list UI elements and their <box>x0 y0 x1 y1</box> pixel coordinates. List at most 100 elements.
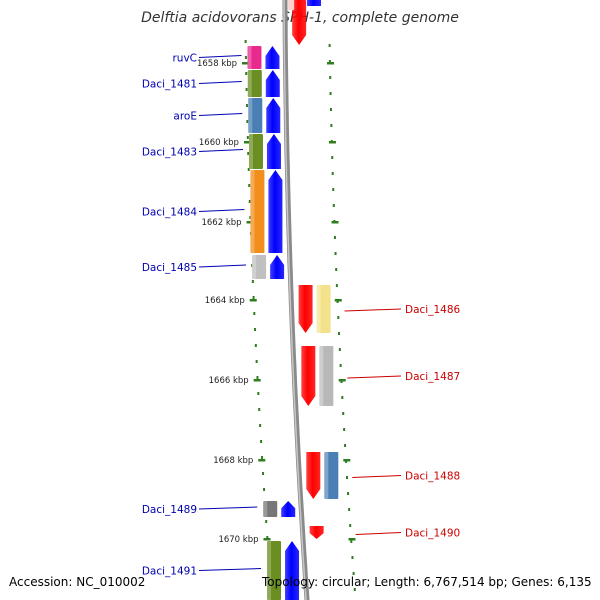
outer-tick-mark <box>327 62 335 65</box>
gene-label-daci-1483: Daci_1483 <box>142 147 197 159</box>
leader-line <box>198 209 245 212</box>
gene-box-shade <box>247 70 252 97</box>
outer-dot <box>329 76 332 79</box>
outer-dot <box>328 44 331 47</box>
tick-label: 1670 kbp <box>218 535 258 545</box>
leader-line <box>198 55 242 58</box>
outer-dot <box>334 252 337 255</box>
inner-dot <box>245 104 248 107</box>
outer-tick-mark <box>343 459 351 462</box>
outer-tick-mark <box>338 379 346 382</box>
genome-backbone <box>282 0 310 600</box>
gene-arrow-daci-1491 <box>285 541 300 600</box>
gene-box-shade <box>263 501 268 517</box>
leader-line <box>347 375 402 379</box>
outer-dot <box>352 572 355 575</box>
inner-dot <box>254 344 257 347</box>
inner-dot <box>245 72 248 75</box>
accession-text: Accession: NC_010002 <box>9 575 146 589</box>
gene-box-shade <box>316 285 321 333</box>
gene-box-daci-1481 <box>247 70 262 97</box>
backbone-highlight <box>283 0 307 600</box>
tick-label: 1664 kbp <box>205 296 245 306</box>
gene-features <box>247 0 339 600</box>
outer-dot <box>353 588 356 591</box>
tick-mark <box>242 62 250 65</box>
leader-line <box>198 81 242 84</box>
gene-arrow-daci-1486 <box>298 285 313 333</box>
gene-arrow-fragment <box>292 0 307 45</box>
gene-label-daci-1481: Daci_1481 <box>142 79 197 91</box>
leader-line <box>198 113 243 116</box>
inner-dot <box>244 40 247 43</box>
inner-dot <box>257 392 260 395</box>
gene-box-daci-1484 <box>250 170 265 253</box>
inner-dot <box>266 536 269 539</box>
tick-mark <box>253 379 261 382</box>
gene-label-daci-1484: Daci_1484 <box>142 207 198 219</box>
outer-dot <box>331 156 334 159</box>
gene-label-daci-1490: Daci_1490 <box>405 528 460 540</box>
outer-dot <box>342 412 345 415</box>
inner-dot <box>247 152 250 155</box>
inner-dot <box>245 88 248 91</box>
inner-dot <box>255 360 258 363</box>
gene-box-daci-1485 <box>252 255 267 279</box>
gene-arrow-daci-1490 <box>309 526 324 539</box>
inner-dot <box>258 408 261 411</box>
inner-dot <box>253 312 256 315</box>
leader-line <box>198 568 262 571</box>
tick-mark <box>263 538 271 541</box>
tick-label: 1660 kbp <box>199 138 239 148</box>
outer-dot <box>328 60 331 63</box>
gene-box-daci-1488 <box>324 452 339 499</box>
inner-dot <box>259 424 262 427</box>
outer-tick-mark <box>331 221 339 224</box>
gene-box-shade <box>252 255 257 279</box>
outer-dot <box>329 108 332 111</box>
outer-dot <box>332 188 335 191</box>
inner-dot <box>261 456 264 459</box>
tick-mark <box>258 459 266 462</box>
tick-label: 1668 kbp <box>213 456 253 466</box>
gene-box-fragment <box>288 0 295 10</box>
outer-dot <box>330 124 333 127</box>
outer-dot <box>346 476 349 479</box>
inner-dot <box>260 440 263 443</box>
inner-dot <box>256 376 259 379</box>
gene-box-daci-1491 <box>267 541 282 600</box>
tick-mark <box>249 299 257 302</box>
outer-dot <box>348 508 351 511</box>
tick-label: 1666 kbp <box>209 376 249 386</box>
gene-box-shade <box>247 46 252 69</box>
gene-box-aroe <box>248 98 263 133</box>
gene-arrow-daci-1485 <box>270 255 285 279</box>
gene-arrow-daci-1481 <box>265 70 280 97</box>
gene-label-daci-1485: Daci_1485 <box>142 262 197 274</box>
inner-dot <box>263 488 266 491</box>
outer-dot <box>350 540 353 543</box>
inner-dot <box>244 56 247 59</box>
outer-tick-mark <box>328 141 336 144</box>
gene-box-shade <box>319 346 324 406</box>
outer-tick-mark <box>334 299 342 302</box>
inner-dot <box>247 168 250 171</box>
gene-label-daci-1486: Daci_1486 <box>405 304 461 316</box>
gene-label-daci-1489: Daci_1489 <box>142 504 197 516</box>
gene-arrow-daci-1483 <box>266 134 281 169</box>
gene-label-daci-1488: Daci_1488 <box>405 471 460 483</box>
gene-arrow-daci-1484 <box>268 170 283 253</box>
outer-dot <box>349 524 352 527</box>
inner-dot <box>248 200 251 203</box>
gene-box-ruvc <box>247 46 262 69</box>
tick-mark <box>246 221 254 224</box>
leader-line <box>344 308 402 312</box>
inner-dot <box>254 328 257 331</box>
gene-arrow-daci-1487 <box>301 346 316 406</box>
gene-labels: ruvC Daci_1481 aroE Daci_1483 Daci_1484 Daci_… <box>142 53 461 578</box>
inner-dot <box>249 216 252 219</box>
outer-dot <box>331 172 334 175</box>
inner-dot <box>246 120 249 123</box>
gene-label-daci-1491: Daci_1491 <box>142 566 197 578</box>
gene-box-shade <box>248 98 253 133</box>
